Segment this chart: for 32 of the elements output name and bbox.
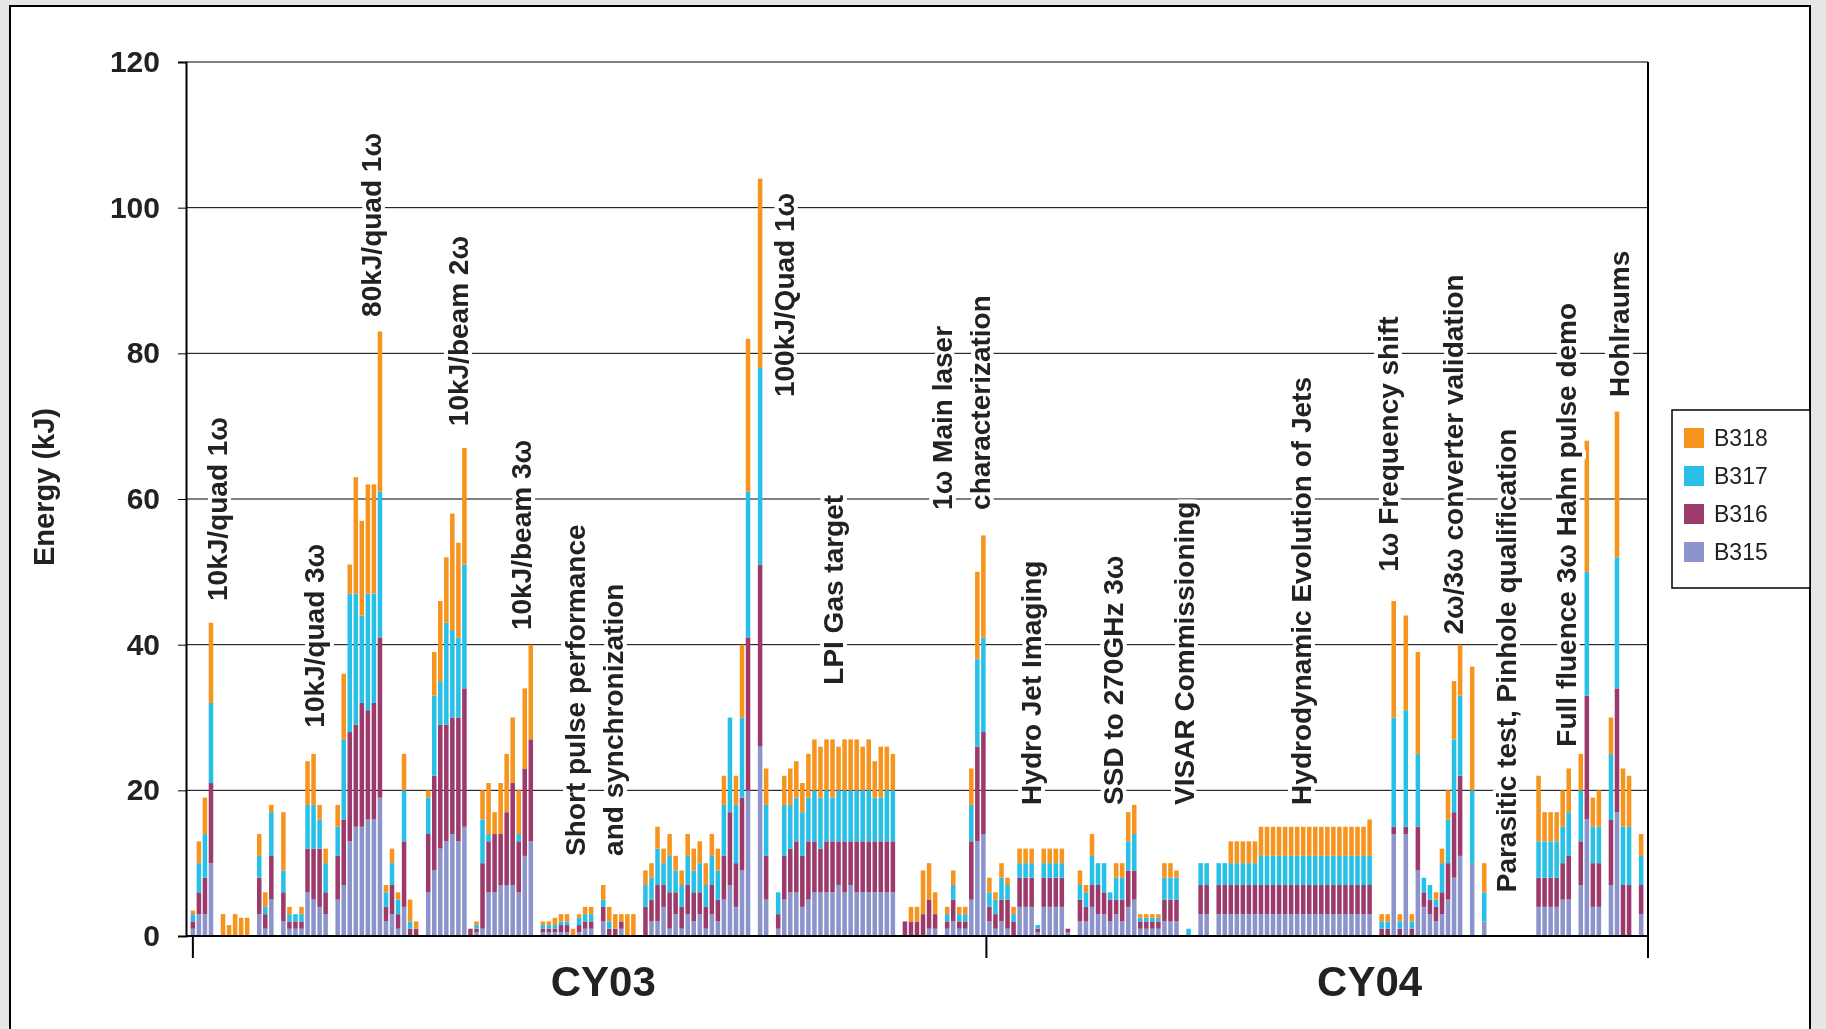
- annotation: 1ω Frequency shift: [1372, 316, 1404, 572]
- annotation: 80kJ/quad 1ω: [356, 132, 388, 317]
- y-axis-title: Energy (kJ): [28, 408, 60, 566]
- annotation: 10kJ/quad 3ω: [299, 543, 331, 728]
- annotation: Short pulse performance and synchronization: [559, 524, 629, 856]
- x-tick-label: CY04: [1317, 957, 1423, 1005]
- y-tick-label: 60: [126, 482, 160, 516]
- annotation: LPI Gas target: [818, 494, 850, 685]
- legend-label: B316: [1714, 501, 1768, 528]
- annotation: 1ω Main laser characterization: [926, 295, 996, 510]
- x-tick-label: CY03: [550, 957, 656, 1005]
- y-tick-label: 80: [126, 336, 160, 370]
- annotation: 10kJ/beam 2ω: [442, 235, 474, 427]
- annotation: Hydro Jet Imaging: [1015, 560, 1047, 805]
- annotation: Hydrodynamic Evolution of Jets: [1286, 377, 1318, 805]
- y-tick-label: 100: [109, 190, 160, 224]
- annotation: Parasitic test, Pinhole qualification: [1490, 428, 1522, 893]
- legend-label: B317: [1714, 463, 1768, 490]
- y-tick-label: 40: [126, 627, 160, 661]
- annotation: VISAR Commissioning: [1169, 501, 1201, 805]
- annotation: SSD to 270GHz 3ω: [1097, 555, 1129, 805]
- annotation: Full fluence 3ω Hahn pulse demo: [1550, 302, 1582, 747]
- y-tick-label: 120: [109, 45, 160, 79]
- y-tick-label: 20: [126, 773, 160, 807]
- annotation: 2ω/3ω converter validation: [1438, 274, 1470, 635]
- annotation: 10kJ/beam 3ω: [505, 439, 537, 631]
- legend-label: B315: [1714, 539, 1768, 566]
- annotation: 10kJ/quad 1ω: [201, 417, 233, 601]
- legend-label: B318: [1714, 425, 1768, 452]
- annotation: Hohlraums: [1603, 250, 1635, 398]
- annotation: 100kJ/Quad 1ω: [768, 192, 800, 398]
- y-tick-label: 0: [143, 919, 160, 953]
